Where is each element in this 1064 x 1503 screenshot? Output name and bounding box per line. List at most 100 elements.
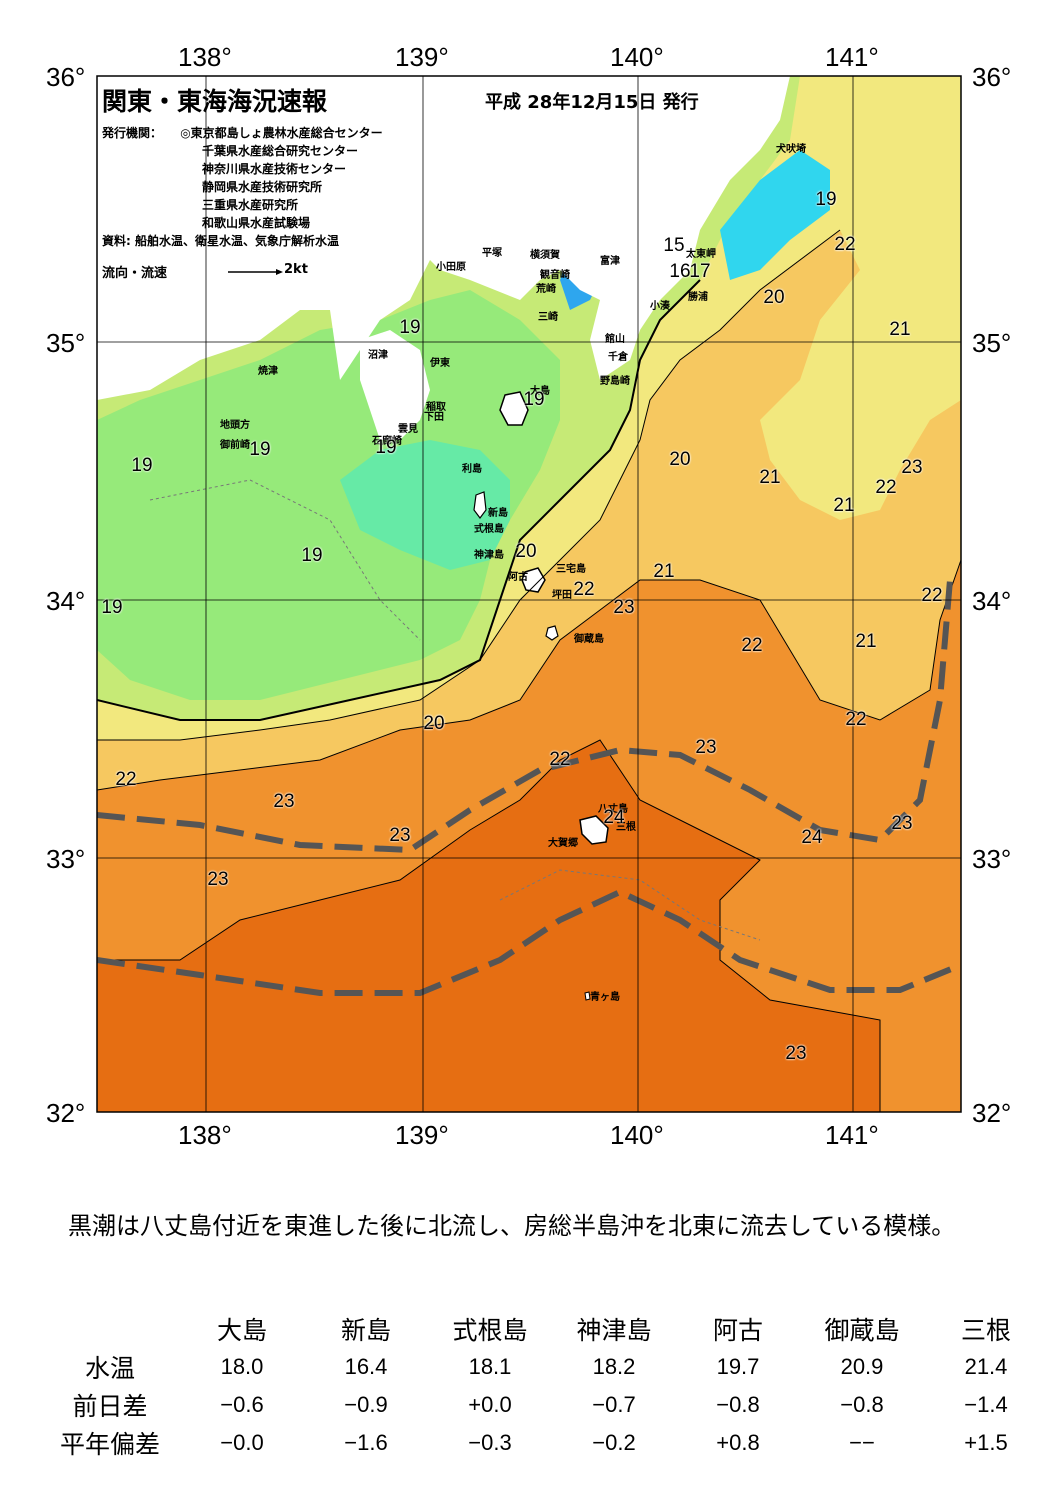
issue-date: 平成 28年12月15日 発行 [485,92,699,113]
island-oshima [499,391,529,426]
place-name: 大賀郷 [548,838,578,849]
stats-col-header: 式根島 [452,1317,528,1345]
isotherm-label: 21 [855,631,877,652]
stats-col-header: 阿古 [712,1317,763,1345]
island-mikura [545,625,559,641]
stats-cell: −0.8 [840,1392,884,1417]
isotherm-label: 20 [423,713,445,734]
place-name: 稲取 [426,402,446,413]
stats-header-row: 大島 新島 式根島 神津島 阿古 御蔵島 三根 [40,1310,1048,1348]
isotherm-label: 22 [573,579,595,600]
place-name: 三根 [616,822,636,833]
lat-label-left: 35° [46,328,86,358]
isotherm-label: 22 [549,749,571,770]
isotherm-label: 23 [613,597,635,618]
lat-label-right: 33° [972,844,1012,874]
stats-cell: 16.4 [344,1354,388,1379]
legend-label: 流向・流速 [102,266,168,281]
place-name: 小湊 [650,301,670,312]
isotherm-label: 21 [889,319,911,340]
land-izu [360,330,430,440]
place-name: 沼津 [368,350,388,361]
place-name: 平塚 [482,248,502,259]
stats-row-label: 水温 [84,1355,135,1383]
stats-cell: 18.0 [220,1354,264,1379]
place-name: 横須賀 [530,250,560,261]
isotherm-label: 19 [815,189,837,210]
issuer-6: 和歌山県水産試験場 [202,216,311,230]
isotherm-label: 21 [653,561,675,582]
stats-cell: −0.2 [592,1430,636,1455]
stats-cell: +0.0 [468,1392,512,1417]
stats-cell: 19.7 [716,1354,760,1379]
stats-cell: −0.6 [220,1392,264,1417]
place-name: 利島 [462,464,482,475]
legend-arrowhead [276,269,283,275]
temperature-zones [97,76,961,1112]
place-name: 雲見 [398,424,418,435]
issuer-1: ◎東京都島しょ農林水産総合センター [180,126,383,140]
place-name: 観音崎 [540,270,570,281]
lat-label-right: 34° [972,586,1012,616]
isotherm-label: 20 [515,541,537,562]
place-name: 焼津 [258,366,278,377]
isotherm-label: 24 [603,807,625,828]
map-header: 関東・東海海況速報 発行機関： ◎東京都島しょ農林水産総合センター 千葉県水産総… [102,82,482,250]
island-aogashima [584,991,591,1001]
stats-col-header: 神津島 [576,1317,652,1345]
isotherm-label: 23 [207,869,229,890]
island-hachijo [579,815,609,845]
issuer-5: 三重県水産研究所 [202,198,299,212]
isotherm-label: 22 [875,477,897,498]
lat-label-left: 36° [46,62,86,92]
place-name: 神津島 [474,550,504,561]
lat-label-right: 36° [972,62,1012,92]
issuer-row: 発行機関： ◎東京都島しょ農林水産総合センター [102,124,482,142]
stats-corner [40,1310,180,1348]
lat-label-right: 32° [972,1098,1012,1128]
island-miyake [521,567,546,593]
isotherm-label: 19 [131,455,153,476]
place-name: 犬吠埼 [776,144,806,155]
stats-cell: −0.0 [220,1430,264,1455]
place-name: 御蔵島 [574,634,604,645]
land-kanto [97,76,790,400]
stats-cell: 18.1 [468,1354,512,1379]
stats-cell: −− [849,1430,875,1455]
isotherm-label: 23 [695,737,717,758]
isotherm-label: 20 [669,449,691,470]
issuer-3: 神奈川県水産技術センター [202,162,347,176]
isotherm-label: 19 [523,389,545,410]
stats-cell: 21.4 [964,1354,1008,1379]
place-name: 八丈島 [598,804,628,815]
place-name: 勝浦 [688,292,708,303]
isotherm-label: 23 [901,457,923,478]
legend-scale: 2kt [284,262,308,277]
place-name: 三宅島 [556,564,586,575]
place-name: 地頭方 [220,420,250,431]
stats-col-header: 大島 [216,1317,267,1345]
stats-cell: −1.4 [964,1392,1008,1417]
lon-label-top: 139° [395,42,449,72]
place-name: 富津 [600,256,620,267]
isotherm-label: 23 [891,813,913,834]
lat-label-left: 32° [46,1098,86,1128]
isotherm-label: 23 [273,791,295,812]
stats-row-temp: 水温 18.0 16.4 18.1 18.2 19.7 20.9 21.4 [40,1348,1048,1386]
isotherm-label: 24 [801,827,823,848]
isotherm-label: 19 [399,317,421,338]
isotherm-label: 19 [301,545,323,566]
zone-18 [340,440,510,570]
place-name: 太東岬 [686,249,716,260]
isotherm-label: 20 [763,287,785,308]
place-name: 下田 [424,412,444,423]
lat-label-right: 35° [972,328,1012,358]
issuers-label: 発行機関： [102,126,163,140]
place-name: 式根島 [474,524,504,535]
lon-label-bottom: 139° [395,1120,449,1150]
place-name: 御前崎 [220,440,250,451]
stats-row-label: 平年偏差 [59,1431,160,1459]
stats-cell: −0.9 [344,1392,388,1417]
kuroshio-axis [97,579,961,996]
stats-col-header: 三根 [960,1317,1011,1345]
